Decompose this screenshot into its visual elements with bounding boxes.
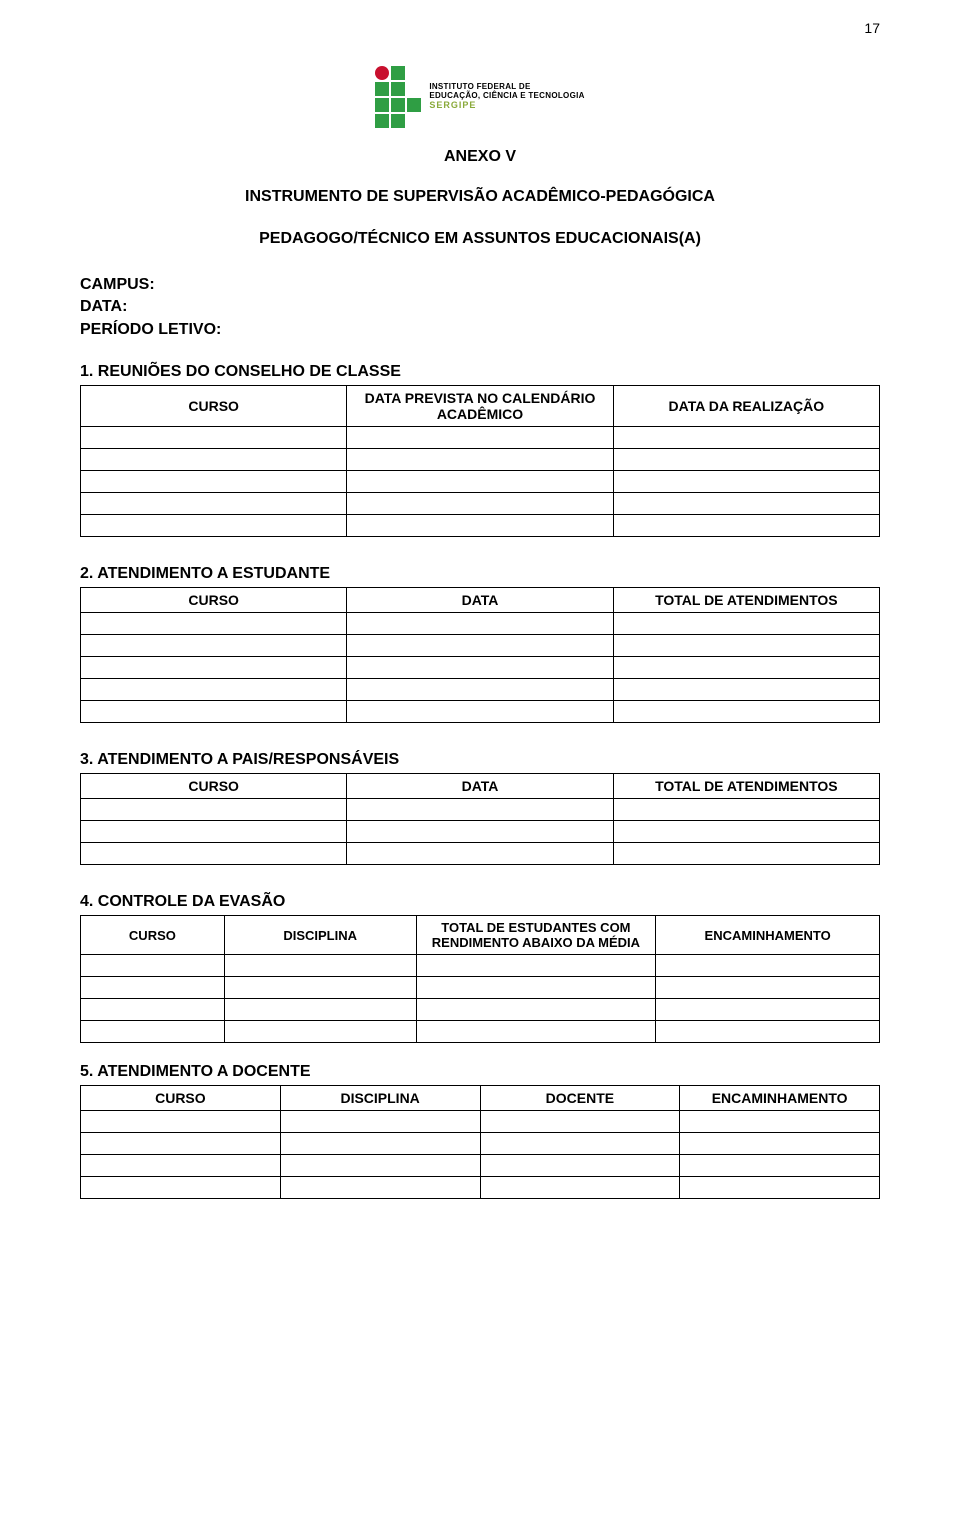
logo-container: INSTITUTO FEDERAL DE EDUCAÇÃO, CIÊNCIA E… [80,66,880,128]
main-title: INSTRUMENTO DE SUPERVISÃO ACADÊMICO-PEDA… [80,188,880,206]
sec5-table: CURSO DISCIPLINA DOCENTE ENCAMINHAMENTO [80,1085,880,1199]
sec2-h2: TOTAL DE ATENDIMENTOS [613,588,879,613]
table-row [81,679,880,701]
sec4-h1: DISCIPLINA [224,916,416,955]
table-row [81,999,880,1021]
table-row [81,1021,880,1043]
logo-text: INSTITUTO FEDERAL DE EDUCAÇÃO, CIÊNCIA E… [429,83,584,111]
sec4-h2: TOTAL DE ESTUDANTES COM RENDIMENTO ABAIX… [416,916,656,955]
table-row [81,1133,880,1155]
sec5-title: 5. ATENDIMENTO A DOCENTE [80,1063,880,1081]
table-row [81,635,880,657]
campus-line: CAMPUS: [80,274,880,296]
sec4-h0: CURSO [81,916,225,955]
sec3-table: CURSO DATA TOTAL DE ATENDIMENTOS [80,773,880,865]
sec1-h2: DATA DA REALIZAÇÃO [613,386,879,427]
sec1-h1: DATA PREVISTA NO CALENDÁRIO ACADÊMICO [347,386,613,427]
sec5-h2: DOCENTE [480,1086,680,1111]
sec3-h2: TOTAL DE ATENDIMENTOS [613,774,879,799]
table-row [81,1177,880,1199]
table-row [81,1111,880,1133]
form-header-block: CAMPUS: DATA: PERÍODO LETIVO: [80,274,880,341]
table-row [81,799,880,821]
table-row [81,471,880,493]
table-row [81,843,880,865]
sec3-h1: DATA [347,774,613,799]
sec2-h0: CURSO [81,588,347,613]
periodo-line: PERÍODO LETIVO: [80,319,880,341]
sec5-h1: DISCIPLINA [280,1086,480,1111]
sec4-table: CURSO DISCIPLINA TOTAL DE ESTUDANTES COM… [80,915,880,1043]
sec4-h3: ENCAMINHAMENTO [656,916,880,955]
logo-squares-icon [375,66,421,128]
sec2-title: 2. ATENDIMENTO A ESTUDANTE [80,565,880,583]
table-row [81,449,880,471]
table-row [81,613,880,635]
institute-logo: INSTITUTO FEDERAL DE EDUCAÇÃO, CIÊNCIA E… [375,66,584,128]
sec4-title: 4. CONTROLE DA EVASÃO [80,893,880,911]
logo-line2: EDUCAÇÃO, CIÊNCIA E TECNOLOGIA [429,92,584,101]
sec5-h3: ENCAMINHAMENTO [680,1086,880,1111]
data-line: DATA: [80,296,880,318]
sec5-h0: CURSO [81,1086,281,1111]
table-row [81,657,880,679]
table-row [81,427,880,449]
subtitle: PEDAGOGO/TÉCNICO EM ASSUNTOS EDUCACIONAI… [80,230,880,248]
table-row [81,701,880,723]
sec1-title: 1. REUNIÕES DO CONSELHO DE CLASSE [80,363,880,381]
sec3-h0: CURSO [81,774,347,799]
sec2-table: CURSO DATA TOTAL DE ATENDIMENTOS [80,587,880,723]
sec1-table: CURSO DATA PREVISTA NO CALENDÁRIO ACADÊM… [80,385,880,537]
table-row [81,493,880,515]
sec3-title: 3. ATENDIMENTO A PAIS/RESPONSÁVEIS [80,751,880,769]
sec2-h1: DATA [347,588,613,613]
table-row [81,515,880,537]
table-row [81,955,880,977]
table-row [81,1155,880,1177]
anexo-title: ANEXO V [80,148,880,166]
table-row [81,821,880,843]
sec1-h0: CURSO [81,386,347,427]
table-row [81,977,880,999]
page-number: 17 [80,20,880,36]
logo-line3: SERGIPE [429,101,584,111]
